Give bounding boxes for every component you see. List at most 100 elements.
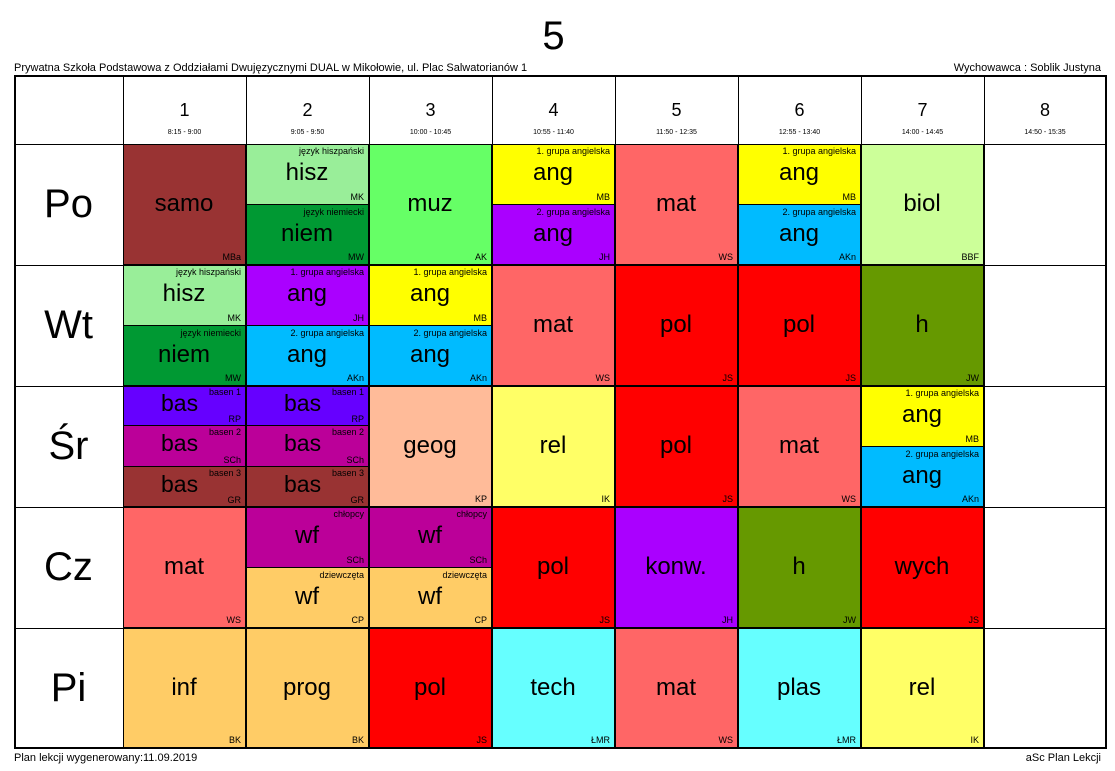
lesson-cell[interactable]: pol JS xyxy=(615,386,738,507)
lesson-cell[interactable]: pol JS xyxy=(615,265,738,386)
lesson-cell[interactable]: basen 1 bas RP xyxy=(246,386,369,426)
lesson-teacher: JS xyxy=(599,615,610,625)
lesson-cell[interactable]: mat WS xyxy=(123,507,246,628)
lesson-cell[interactable]: mat WS xyxy=(492,265,615,386)
lesson-cell[interactable]: 1. grupa angielska ang MB xyxy=(861,386,984,447)
lesson-cell[interactable]: tech ŁMR xyxy=(492,628,615,748)
period-header: 2 9:05 - 9:50 xyxy=(246,75,369,144)
lesson-cell[interactable]: h JW xyxy=(861,265,984,386)
lesson-cell[interactable]: dziewczęta wf CP xyxy=(246,568,369,628)
lesson-subject: pol xyxy=(536,553,570,580)
lesson-teacher: GR xyxy=(227,495,242,505)
lesson-subject: konw. xyxy=(645,553,707,580)
lesson-teacher: JS xyxy=(722,373,733,383)
lesson-cell[interactable]: 1. grupa angielska ang MB xyxy=(369,265,492,326)
lesson-cell[interactable]: 2. grupa angielska ang AKn xyxy=(861,447,984,507)
day-header: Pi xyxy=(14,628,123,748)
lesson-cell[interactable]: geog KP xyxy=(369,386,492,507)
day-header: Śr xyxy=(14,386,123,507)
day-header: Po xyxy=(14,144,123,265)
lesson-cell[interactable]: mat WS xyxy=(615,144,738,265)
lesson-cell[interactable]: język niemiecki niem MW xyxy=(246,205,369,265)
lesson-cell[interactable]: język hiszpański hisz MK xyxy=(123,265,246,326)
lesson-group: basen 2 xyxy=(208,427,241,437)
lesson-subject: ang xyxy=(901,401,943,428)
lesson-cell[interactable]: mat WS xyxy=(738,386,861,507)
lesson-cell[interactable]: mat WS xyxy=(615,628,738,748)
period-time: 14:00 - 14:45 xyxy=(901,129,944,136)
lesson-subject: geog xyxy=(403,432,457,459)
lesson-cell[interactable]: 1. grupa angielska ang MB xyxy=(738,144,861,205)
lesson-cell[interactable]: chłopcy wf SCh xyxy=(246,507,369,568)
lesson-teacher: MK xyxy=(350,192,365,202)
lesson-teacher: SCh xyxy=(223,455,241,465)
lesson-subject: ang xyxy=(286,341,328,368)
lesson-teacher: JS xyxy=(968,615,979,625)
lesson-cell[interactable]: pol JS xyxy=(738,265,861,386)
lesson-group: 2. grupa angielska xyxy=(413,328,487,338)
lesson-subject: bas xyxy=(284,471,322,497)
lesson-teacher: KP xyxy=(474,494,487,504)
period-time: 10:55 - 11:40 xyxy=(533,129,574,136)
lesson-cell[interactable]: pol JS xyxy=(369,628,492,748)
lesson-cell[interactable]: h JW xyxy=(738,507,861,628)
lesson-cell[interactable]: muz AK xyxy=(369,144,492,265)
lesson-group: chłopcy xyxy=(333,509,364,519)
lesson-cell[interactable]: basen 2 bas SCh xyxy=(123,426,246,467)
lesson-subject: bas xyxy=(161,471,199,497)
lesson-cell[interactable]: basen 1 bas RP xyxy=(123,386,246,426)
period-header: 4 10:55 - 11:40 xyxy=(492,75,615,144)
timetable-grid: 1 8:15 - 9:00 2 9:05 - 9:50 3 10:00 - 10:45 4 1… xyxy=(14,75,1107,749)
lesson-teacher: AKn xyxy=(838,252,856,262)
lesson-cell[interactable]: konw. JH xyxy=(615,507,738,628)
lesson-cell[interactable]: język hiszpański hisz MK xyxy=(246,144,369,205)
lesson-subject: ang xyxy=(532,159,574,186)
lesson-subject: ang xyxy=(778,159,820,186)
lesson-group: basen 1 xyxy=(331,387,364,397)
lesson-cell[interactable]: 2. grupa angielska ang AKn xyxy=(369,326,492,386)
grid-line xyxy=(492,75,493,748)
lesson-subject: ang xyxy=(409,341,451,368)
period-number: 3 xyxy=(425,100,436,120)
generated-date: Plan lekcji wygenerowany:11.09.2019 xyxy=(14,752,198,764)
lesson-cell[interactable]: 1. grupa angielska ang JH xyxy=(246,265,369,326)
lesson-cell[interactable]: 2. grupa angielska ang JH xyxy=(492,205,615,265)
lesson-cell[interactable]: rel IK xyxy=(492,386,615,507)
lesson-cell[interactable]: 2. grupa angielska ang AKn xyxy=(738,205,861,265)
lesson-subject: wf xyxy=(418,583,442,610)
lesson-teacher: AKn xyxy=(961,494,979,504)
lesson-cell[interactable]: chłopcy wf SCh xyxy=(369,507,492,568)
lesson-subject: pol xyxy=(782,311,816,338)
lesson-cell[interactable]: pol JS xyxy=(492,507,615,628)
lesson-teacher: WS xyxy=(718,735,734,745)
lesson-cell[interactable]: rel IK xyxy=(861,628,984,748)
lesson-cell[interactable]: basen 3 bas GR xyxy=(246,467,369,507)
day-header: Cz xyxy=(14,507,123,628)
lesson-subject: ang xyxy=(409,280,451,307)
lesson-subject: rel xyxy=(539,432,567,459)
lesson-cell[interactable]: 1. grupa angielska ang MB xyxy=(492,144,615,205)
lesson-cell[interactable]: język niemiecki niem MW xyxy=(123,326,246,386)
lesson-subject: samo xyxy=(154,190,214,217)
lesson-cell[interactable]: inf BK xyxy=(123,628,246,748)
lesson-subject: niem xyxy=(157,341,211,368)
lesson-teacher: BBF xyxy=(961,252,979,262)
lesson-cell[interactable]: samo MBa xyxy=(123,144,246,265)
lesson-cell[interactable]: plas ŁMR xyxy=(738,628,861,748)
lesson-teacher: MW xyxy=(348,252,364,262)
lesson-cell[interactable]: biol BBF xyxy=(861,144,984,265)
lesson-teacher: JH xyxy=(722,615,733,625)
lesson-group: 2. grupa angielska xyxy=(782,207,856,217)
lesson-teacher: AKn xyxy=(469,373,487,383)
lesson-cell[interactable]: dziewczęta wf CP xyxy=(369,568,492,628)
lesson-cell[interactable]: basen 3 bas GR xyxy=(123,467,246,507)
lesson-teacher: RP xyxy=(351,414,364,424)
lesson-cell[interactable]: prog BK xyxy=(246,628,369,748)
lesson-cell[interactable]: wych JS xyxy=(861,507,984,628)
lesson-cell[interactable]: 2. grupa angielska ang AKn xyxy=(246,326,369,386)
period-number: 7 xyxy=(917,100,928,120)
lesson-group: 2. grupa angielska xyxy=(536,207,610,217)
grid-line xyxy=(246,75,247,748)
lesson-cell[interactable]: basen 2 bas SCh xyxy=(246,426,369,467)
lesson-subject: bas xyxy=(284,390,322,416)
